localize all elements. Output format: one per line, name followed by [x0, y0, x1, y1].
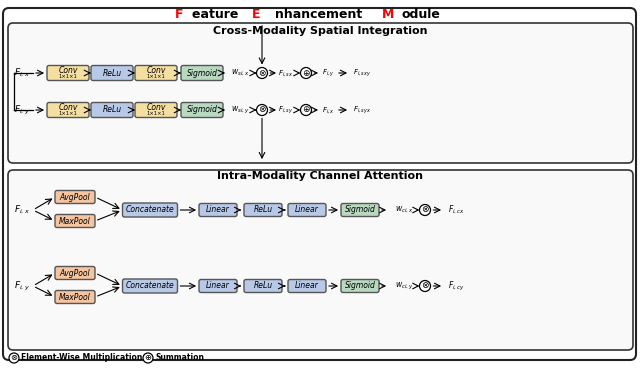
Text: Summation: Summation	[155, 354, 204, 362]
Text: Sigmoid: Sigmoid	[344, 282, 376, 290]
Text: Conv: Conv	[147, 66, 166, 75]
FancyBboxPatch shape	[47, 66, 89, 81]
Text: Cross-Modality Spatial Integration: Cross-Modality Spatial Integration	[212, 26, 428, 36]
Text: 1×1×1: 1×1×1	[147, 111, 165, 116]
Text: Sigmoid: Sigmoid	[187, 106, 218, 114]
FancyBboxPatch shape	[135, 103, 177, 117]
FancyBboxPatch shape	[288, 204, 326, 216]
Text: MaxPool: MaxPool	[59, 293, 91, 301]
Text: ⊕: ⊕	[302, 106, 310, 114]
Text: 1×1×1: 1×1×1	[59, 111, 77, 116]
Text: ⊗: ⊗	[10, 354, 17, 362]
Circle shape	[419, 205, 431, 216]
FancyBboxPatch shape	[341, 204, 379, 216]
FancyBboxPatch shape	[244, 204, 282, 216]
FancyBboxPatch shape	[122, 203, 177, 217]
FancyBboxPatch shape	[8, 170, 633, 350]
FancyBboxPatch shape	[181, 103, 223, 117]
Text: Conv: Conv	[58, 103, 77, 112]
FancyBboxPatch shape	[244, 280, 282, 293]
Text: Conv: Conv	[58, 66, 77, 75]
Text: $F_{i,sxy}$: $F_{i,sxy}$	[353, 67, 371, 79]
FancyBboxPatch shape	[91, 103, 133, 117]
Text: ⊕: ⊕	[302, 68, 310, 78]
Text: E: E	[252, 7, 260, 21]
FancyBboxPatch shape	[3, 8, 636, 360]
Text: $F_{i,syx}$: $F_{i,syx}$	[353, 104, 371, 116]
Text: $F_{i,x}$: $F_{i,x}$	[14, 67, 30, 79]
Text: $F_{i,x}$: $F_{i,x}$	[321, 105, 335, 115]
Text: Linear: Linear	[206, 205, 230, 215]
FancyBboxPatch shape	[47, 103, 89, 117]
Text: $F_{i,y}$: $F_{i,y}$	[14, 103, 30, 117]
Text: odule: odule	[401, 7, 440, 21]
Text: ⊗: ⊗	[421, 282, 429, 290]
Text: ReLu: ReLu	[102, 68, 122, 78]
Text: 1×1×1: 1×1×1	[59, 74, 77, 79]
Text: $w_{si,y}$: $w_{si,y}$	[231, 105, 249, 116]
Circle shape	[257, 67, 268, 78]
Circle shape	[419, 280, 431, 291]
Text: Linear: Linear	[295, 282, 319, 290]
Text: $w_{ci,x}$: $w_{ci,x}$	[395, 205, 413, 215]
Text: Linear: Linear	[295, 205, 319, 215]
FancyBboxPatch shape	[55, 290, 95, 304]
FancyBboxPatch shape	[55, 191, 95, 204]
Circle shape	[301, 67, 312, 78]
Text: Sigmoid: Sigmoid	[187, 68, 218, 78]
Circle shape	[301, 105, 312, 116]
Text: ReLu: ReLu	[253, 282, 273, 290]
Text: eature: eature	[193, 7, 243, 21]
Text: Linear: Linear	[206, 282, 230, 290]
Text: ⊕: ⊕	[145, 354, 152, 362]
Circle shape	[257, 105, 268, 116]
Text: nhancement: nhancement	[275, 7, 367, 21]
Text: ⊗: ⊗	[421, 205, 429, 215]
Text: AvgPool: AvgPool	[60, 192, 90, 202]
Text: ⊗: ⊗	[259, 68, 266, 78]
FancyBboxPatch shape	[55, 215, 95, 227]
FancyBboxPatch shape	[341, 280, 379, 293]
FancyBboxPatch shape	[91, 66, 133, 81]
Text: $F_{i,cx}$: $F_{i,cx}$	[447, 204, 465, 216]
Text: ⊗: ⊗	[259, 106, 266, 114]
Circle shape	[9, 353, 19, 363]
Circle shape	[143, 353, 153, 363]
Text: Concatenate: Concatenate	[125, 205, 174, 215]
Text: Concatenate: Concatenate	[125, 282, 174, 290]
Text: $w_{si,x}$: $w_{si,x}$	[231, 68, 249, 78]
FancyBboxPatch shape	[55, 266, 95, 280]
Text: Sigmoid: Sigmoid	[344, 205, 376, 215]
FancyBboxPatch shape	[199, 280, 237, 293]
FancyBboxPatch shape	[199, 204, 237, 216]
Text: Conv: Conv	[147, 103, 166, 112]
FancyBboxPatch shape	[135, 66, 177, 81]
Text: $F_{i,y}$: $F_{i,y}$	[321, 67, 335, 79]
Text: AvgPool: AvgPool	[60, 269, 90, 277]
Text: M: M	[381, 7, 394, 21]
Text: $F_{i,y}$: $F_{i,y}$	[14, 279, 30, 293]
Text: 1×1×1: 1×1×1	[147, 74, 165, 79]
Text: F: F	[175, 7, 184, 21]
Text: $F_{i,sy}$: $F_{i,sy}$	[278, 104, 294, 116]
FancyBboxPatch shape	[122, 279, 177, 293]
Text: ReLu: ReLu	[102, 106, 122, 114]
Text: $F_{i,cy}$: $F_{i,cy}$	[447, 279, 465, 293]
Text: $F_{i,x}$: $F_{i,x}$	[14, 204, 30, 216]
Text: $w_{ci,y}$: $w_{ci,y}$	[395, 280, 413, 291]
Text: Intra-Modality Channel Attention: Intra-Modality Channel Attention	[217, 171, 423, 181]
Text: MaxPool: MaxPool	[59, 216, 91, 226]
FancyBboxPatch shape	[181, 66, 223, 81]
Text: $F_{i,sx}$: $F_{i,sx}$	[278, 68, 294, 78]
FancyBboxPatch shape	[8, 23, 633, 163]
FancyBboxPatch shape	[288, 280, 326, 293]
Text: ReLu: ReLu	[253, 205, 273, 215]
Text: Element-Wise Multiplication: Element-Wise Multiplication	[21, 354, 142, 362]
